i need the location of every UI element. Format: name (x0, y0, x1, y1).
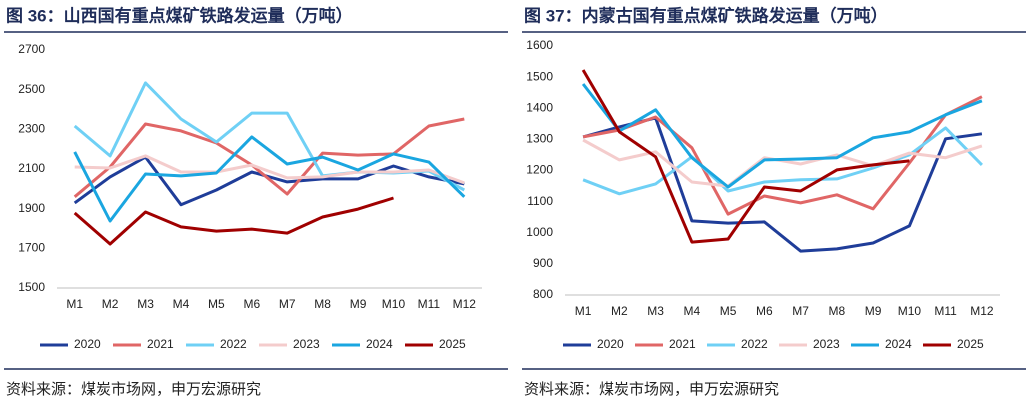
series-line (73, 81, 466, 192)
x-tick-label: M3 (647, 304, 664, 318)
y-tick-label: 1000 (526, 225, 553, 239)
legend-label: 2022 (741, 337, 768, 351)
series-line (581, 69, 910, 244)
x-tick-label: M7 (792, 304, 809, 318)
legend-label: 2022 (220, 337, 247, 351)
series-line (581, 83, 983, 189)
chart-title: 图 37：内蒙古国有重点煤矿铁路发运量（万吨） (524, 5, 888, 25)
legend-label: 2023 (293, 337, 320, 351)
x-tick-label: M11 (418, 297, 441, 311)
legend-label: 2024 (885, 337, 912, 351)
legend-label: 2023 (813, 337, 840, 351)
x-tick-label: M6 (756, 304, 773, 318)
legend-label: 2020 (74, 337, 101, 351)
y-tick-label: 2300 (18, 122, 45, 136)
legend-label: 2025 (957, 337, 984, 351)
y-tick-label: 900 (533, 256, 553, 270)
legend-label: 2021 (669, 337, 696, 351)
y-tick-label: 1100 (527, 194, 553, 208)
y-tick-label: 1900 (18, 201, 45, 215)
y-tick-label: 1600 (526, 38, 553, 52)
legend-label: 2020 (597, 337, 624, 351)
y-tick-label: 1200 (526, 163, 553, 177)
series-line (582, 126, 983, 196)
series-line (73, 196, 394, 246)
legend-label: 2021 (147, 337, 174, 351)
y-tick-label: 2700 (18, 42, 45, 56)
x-tick-label: M11 (934, 304, 957, 318)
x-tick-label: M12 (453, 297, 477, 311)
x-tick-label: M3 (137, 297, 154, 311)
x-tick-label: M10 (898, 304, 922, 318)
y-tick-label: 1500 (18, 280, 45, 294)
x-tick-label: M5 (208, 297, 225, 311)
legend-label: 2025 (439, 337, 466, 351)
y-tick-label: 1700 (18, 241, 45, 255)
source-note: 资料来源：煤炭市场网，申万宏源研究 (6, 381, 261, 398)
series-line (73, 135, 466, 223)
x-tick-label: M7 (279, 297, 296, 311)
x-tick-label: M2 (102, 297, 119, 311)
y-tick-label: 800 (533, 287, 553, 301)
x-tick-label: M4 (173, 297, 190, 311)
x-tick-label: M4 (684, 304, 701, 318)
series-line (74, 154, 465, 185)
series-line (582, 116, 983, 253)
x-tick-label: M1 (575, 304, 592, 318)
chart-title: 图 36：山西国有重点煤矿铁路发运量（万吨） (6, 5, 353, 25)
series-line (73, 155, 465, 207)
y-tick-label: 2100 (18, 161, 45, 175)
x-tick-label: M9 (865, 304, 882, 318)
x-tick-label: M8 (829, 304, 846, 318)
x-tick-label: M10 (382, 297, 406, 311)
x-tick-label: M6 (243, 297, 260, 311)
x-tick-label: M5 (720, 304, 737, 318)
legend-label: 2024 (366, 337, 393, 351)
x-tick-label: M1 (66, 297, 83, 311)
source-note: 资料来源：煤炭市场网，申万宏源研究 (524, 381, 779, 398)
y-tick-label: 1500 (526, 69, 553, 83)
x-tick-label: M9 (350, 297, 367, 311)
y-tick-label: 1300 (526, 132, 553, 146)
x-tick-label: M2 (611, 304, 628, 318)
series-line (73, 117, 465, 198)
y-tick-label: 1400 (526, 100, 553, 114)
x-tick-label: M12 (970, 304, 994, 318)
y-tick-label: 2500 (18, 82, 45, 96)
x-tick-label: M8 (314, 297, 331, 311)
